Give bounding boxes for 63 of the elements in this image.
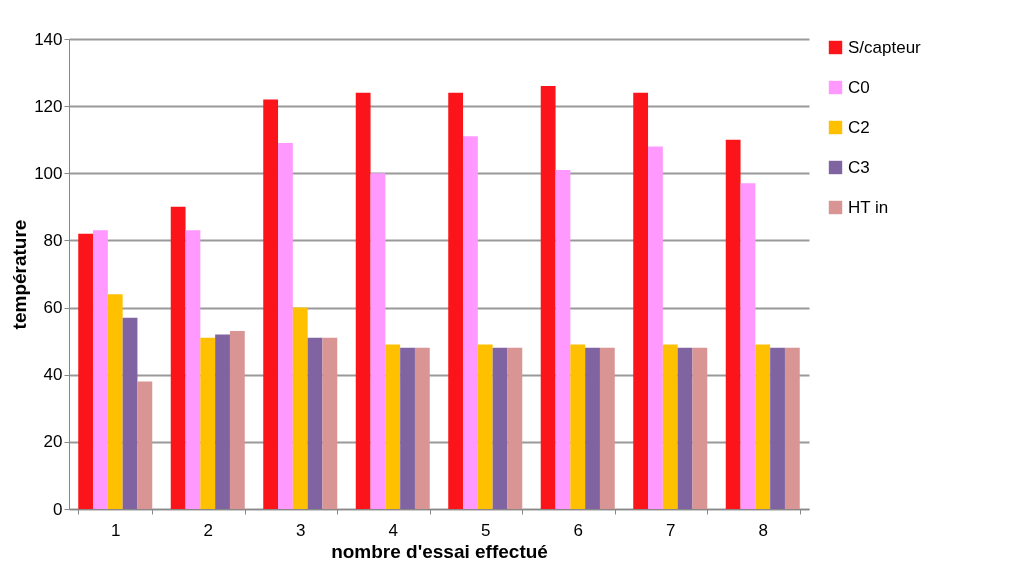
bar — [585, 347, 600, 509]
y-tick-label: 120 — [34, 96, 63, 116]
legend-label: C2 — [848, 117, 870, 137]
bar — [648, 146, 663, 509]
y-tick-label: 140 — [34, 29, 63, 49]
bar — [570, 344, 586, 509]
y-tick-label: 40 — [43, 365, 63, 385]
y-tick-label: 20 — [43, 432, 63, 452]
y-tick-label: 80 — [43, 230, 63, 250]
bar — [292, 307, 308, 509]
bar — [755, 344, 771, 509]
bar — [107, 294, 123, 509]
y-tick-label: 60 — [43, 298, 63, 318]
bar — [507, 347, 523, 509]
bar — [677, 347, 693, 509]
x-tick-label: 3 — [296, 520, 306, 540]
bar — [78, 233, 94, 509]
bar — [200, 337, 216, 509]
bar — [633, 92, 649, 509]
bar — [229, 331, 245, 509]
bar — [770, 347, 785, 509]
bar — [322, 337, 338, 509]
bar — [278, 143, 293, 509]
x-axis-title: nombre d'essai effectué — [331, 540, 548, 562]
bar — [263, 99, 279, 509]
bar — [740, 183, 756, 509]
y-tick-label: 0 — [53, 499, 63, 519]
bar — [355, 92, 371, 509]
x-tick-label: 5 — [481, 520, 491, 540]
bar — [540, 86, 556, 509]
bar — [307, 337, 323, 509]
bar — [492, 347, 508, 509]
bar — [463, 136, 478, 509]
bar — [137, 381, 153, 509]
x-tick-label: 7 — [666, 520, 676, 540]
y-axis-title: température — [9, 219, 31, 330]
legend-label: C0 — [848, 77, 870, 97]
bar — [215, 334, 230, 509]
x-tick-label: 8 — [758, 520, 768, 540]
bar — [784, 347, 800, 509]
x-tick-label: 4 — [388, 520, 398, 540]
y-tick-label: 100 — [34, 163, 63, 183]
legend-label: HT in — [848, 197, 889, 217]
x-tick-label: 6 — [573, 520, 583, 540]
bar — [414, 347, 430, 509]
bar — [400, 347, 415, 509]
bar — [555, 169, 571, 509]
x-tick-label: 1 — [111, 520, 121, 540]
x-tick-label: 2 — [203, 520, 213, 540]
bar — [385, 344, 401, 509]
bar — [122, 317, 138, 509]
bar — [692, 347, 708, 509]
bar — [185, 230, 201, 509]
bar — [599, 347, 615, 509]
bar — [170, 206, 186, 509]
bar — [448, 92, 464, 509]
bar — [93, 230, 108, 509]
bar — [370, 173, 386, 509]
legend-label: C3 — [848, 157, 870, 177]
legend-label: S/capteur — [848, 37, 922, 57]
bar — [725, 139, 741, 509]
bar — [662, 344, 678, 509]
bar — [477, 344, 493, 509]
